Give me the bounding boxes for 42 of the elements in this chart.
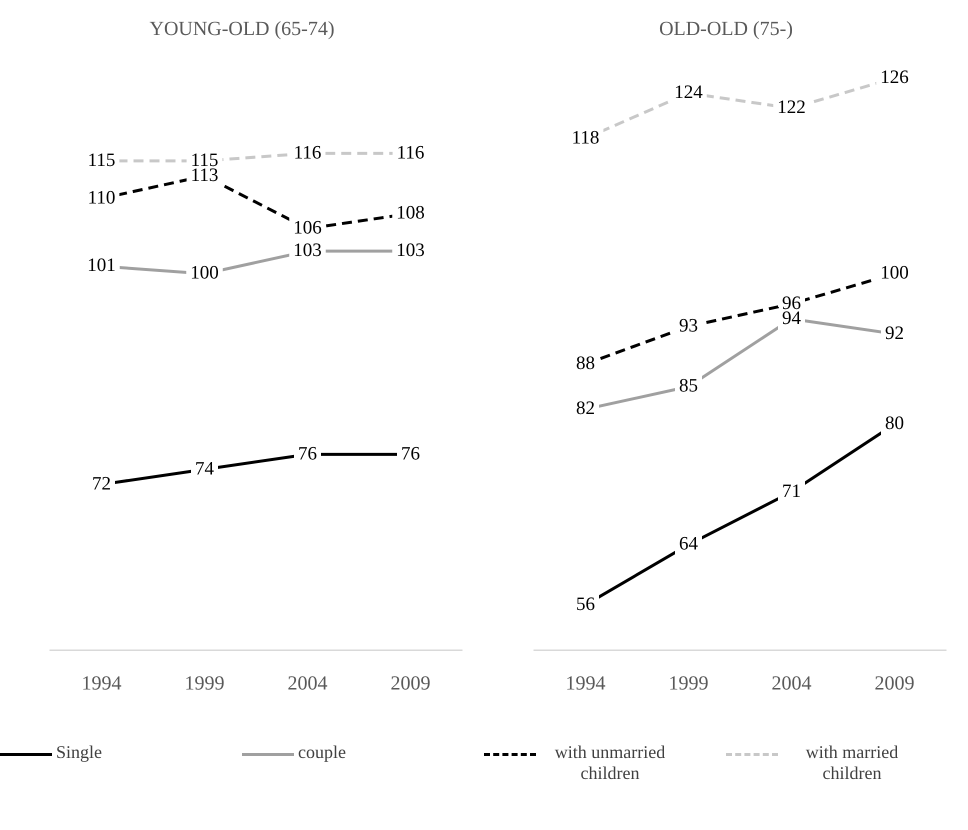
data-label: 122 (777, 97, 806, 118)
data-label: 106 (293, 218, 322, 239)
data-label: 85 (679, 376, 698, 397)
data-label: 103 (396, 240, 425, 262)
data-label: 76 (298, 443, 317, 464)
data-label: 100 (880, 262, 909, 284)
data-label: 80 (885, 413, 904, 434)
chart-title: OLD-OLD (75-) (658, 18, 794, 42)
x-tick-label: 1994 (566, 672, 606, 694)
data-label: 124 (674, 82, 704, 104)
data-label: 126 (880, 67, 909, 88)
data-label: 116 (294, 142, 322, 164)
data-label: 56 (576, 594, 595, 615)
legend-label: with married children (804, 742, 900, 784)
chart-title: YOUNG-OLD (65-74) (148, 18, 336, 42)
x-tick-label: 2009 (874, 672, 914, 694)
data-label: 72 (92, 473, 111, 494)
legend-label: Single (56, 742, 102, 763)
x-tick-label: 1999 (668, 672, 708, 694)
legend-label: with unmarried children (554, 742, 666, 784)
x-tick-label: 2004 (288, 672, 328, 694)
data-label: 71 (782, 480, 801, 502)
data-label: 110 (88, 187, 116, 208)
data-label: 82 (576, 398, 595, 420)
data-label: 108 (396, 202, 425, 224)
data-label: 118 (572, 127, 600, 148)
data-label: 103 (293, 240, 322, 262)
legend-label: couple (298, 742, 346, 763)
x-tick-label: 1999 (184, 672, 224, 694)
data-label: 101 (87, 255, 116, 276)
x-tick-label: 1994 (82, 672, 122, 694)
data-label: 88 (576, 353, 595, 374)
x-tick-label: 2009 (390, 672, 430, 694)
data-label: 93 (679, 315, 698, 336)
data-label: 100 (190, 262, 219, 284)
data-label: 76 (401, 443, 420, 464)
data-label: 92 (885, 322, 904, 344)
data-label: 64 (679, 534, 698, 555)
x-tick-label: 2004 (772, 672, 812, 694)
data-label: 115 (88, 150, 116, 171)
data-label: 116 (396, 142, 424, 164)
data-label: 74 (195, 458, 214, 480)
